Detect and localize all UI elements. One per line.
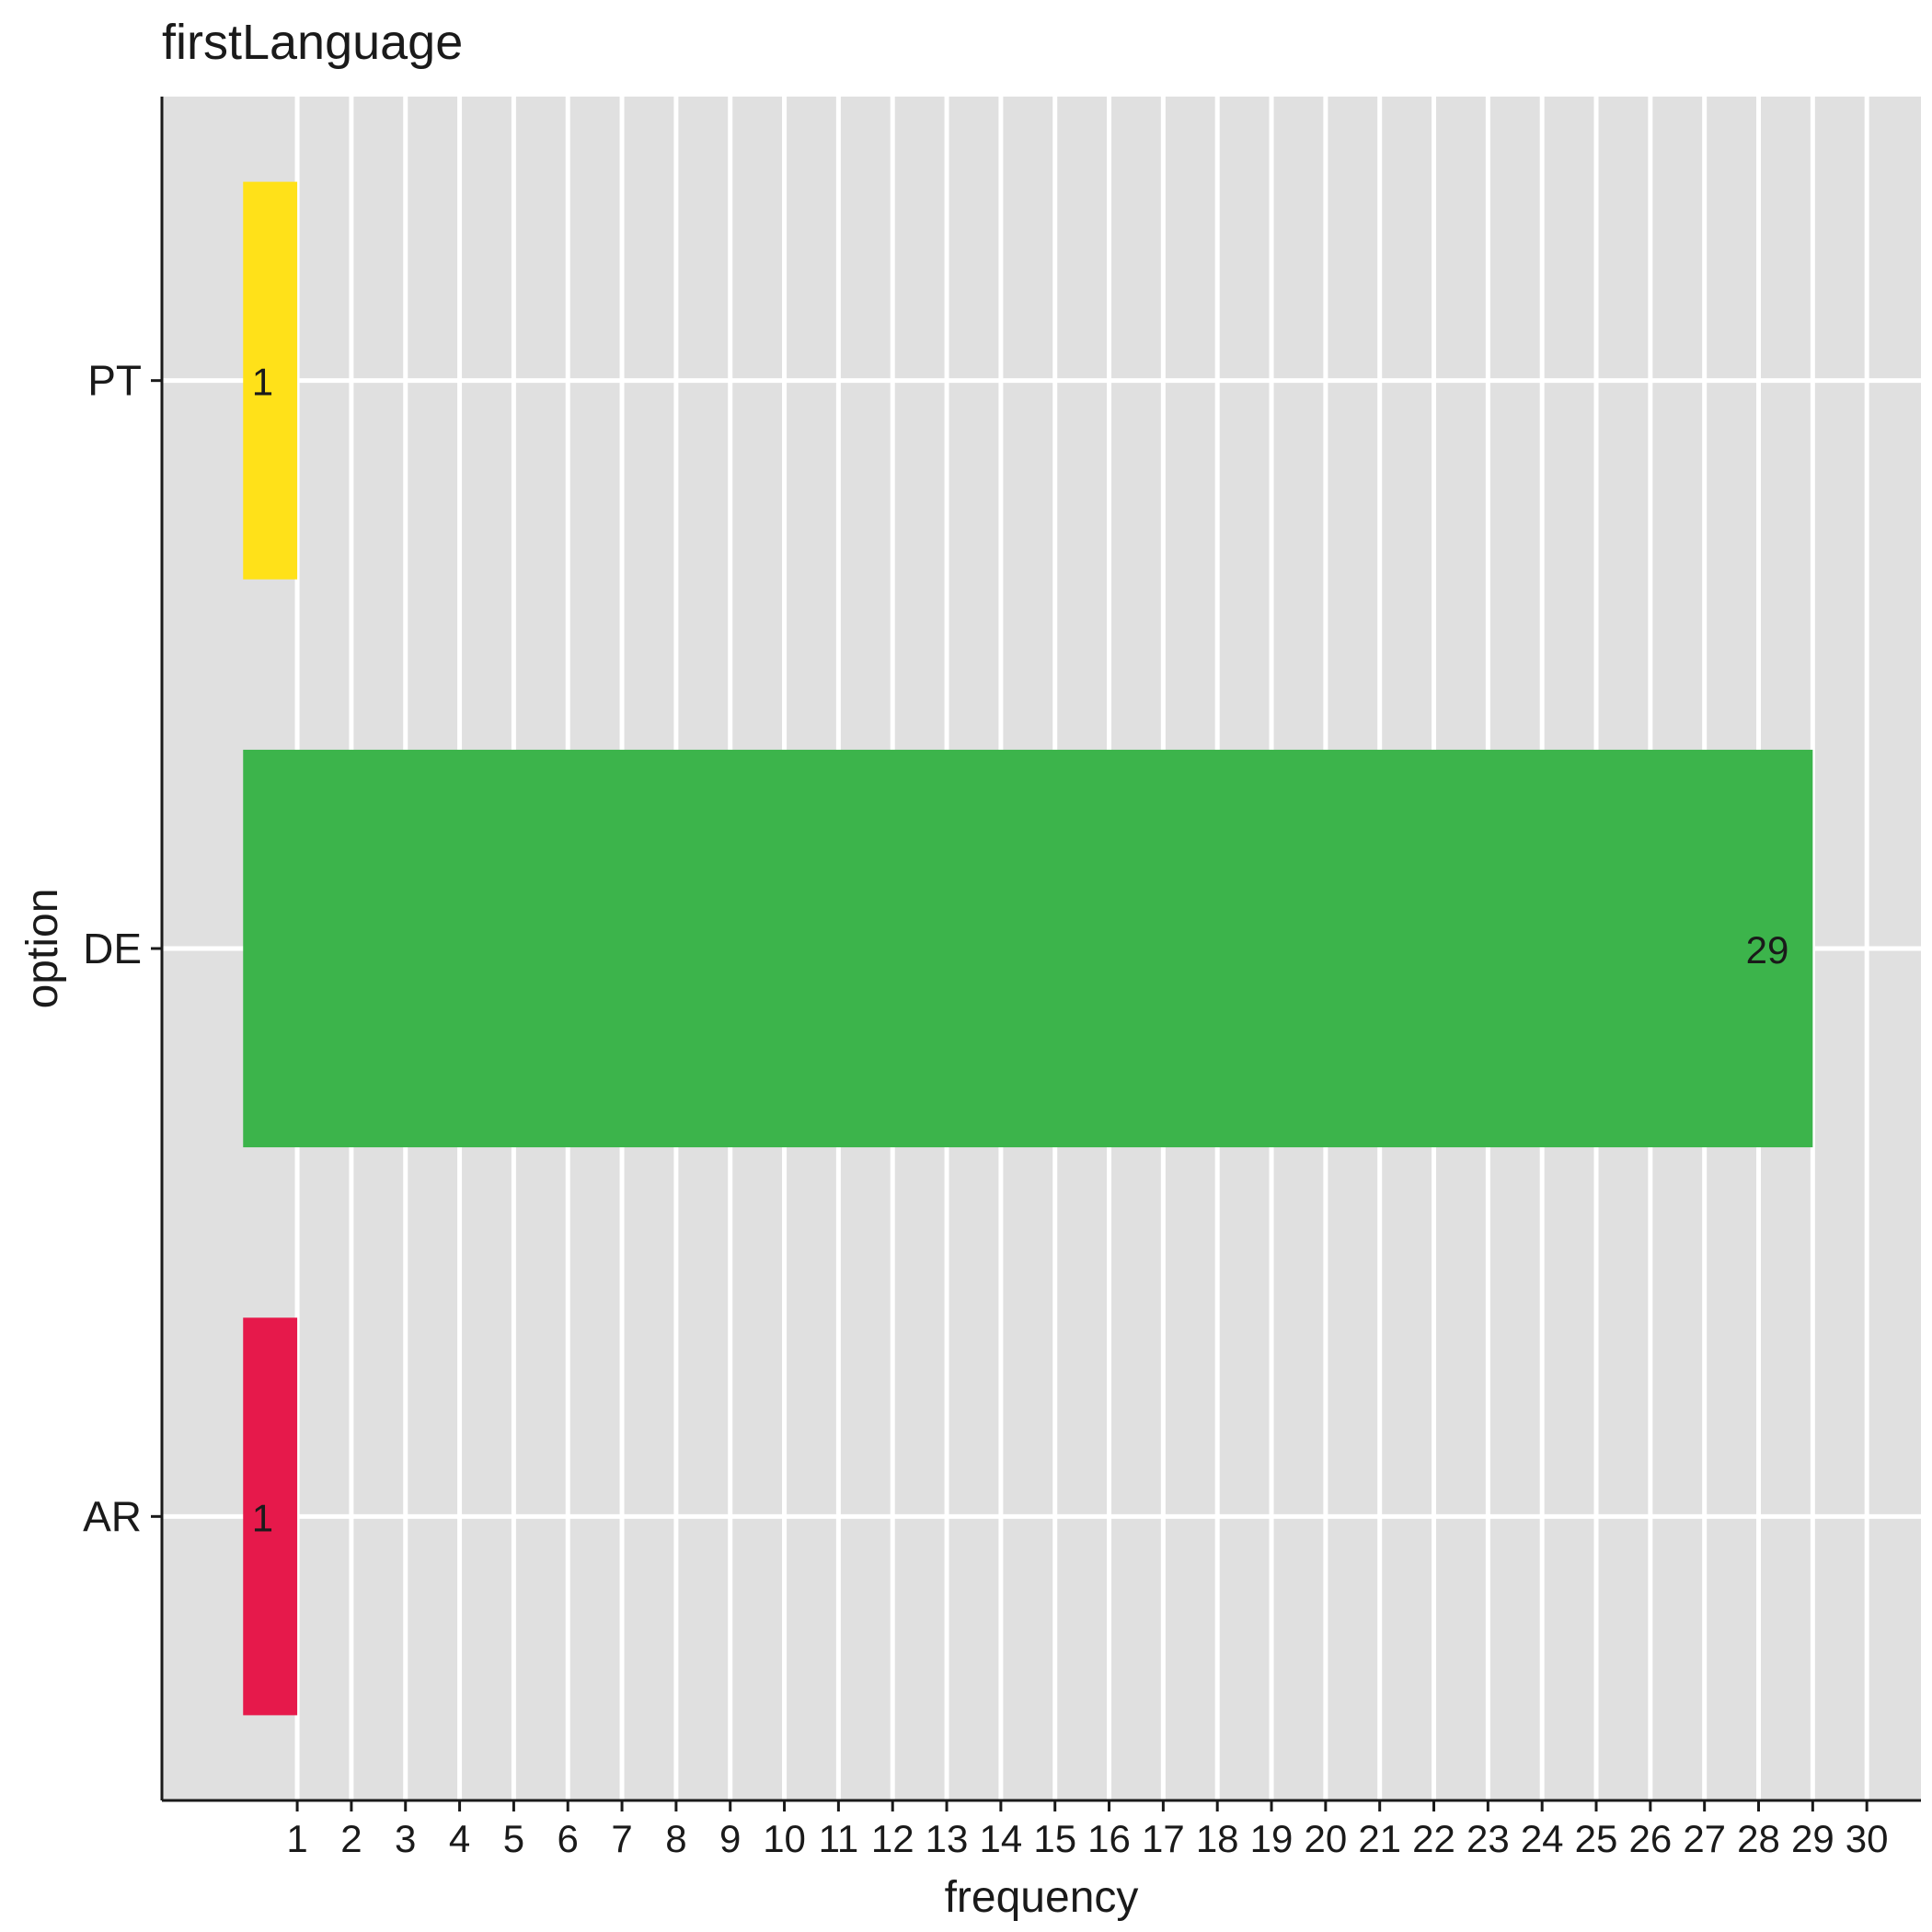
x-tick-label: 30 [1846, 1817, 1889, 1860]
x-tick-label: 9 [719, 1817, 741, 1860]
x-tick-label: 20 [1305, 1817, 1348, 1860]
x-tick-label: 21 [1358, 1817, 1401, 1860]
x-tick-label: 5 [503, 1817, 524, 1860]
data-labels: 1 29 1 [252, 361, 1789, 1540]
x-axis-label: frequency [945, 1873, 1139, 1922]
x-tick-label: 24 [1521, 1817, 1564, 1860]
x-tick-label: 25 [1575, 1817, 1618, 1860]
x-tick-label: 23 [1466, 1817, 1510, 1860]
y-axis-label: option [18, 889, 67, 1009]
x-tick-label: 13 [926, 1817, 969, 1860]
x-tick-label: 4 [449, 1817, 470, 1860]
x-tick-label: 3 [395, 1817, 416, 1860]
x-tick-label: 18 [1196, 1817, 1239, 1860]
x-tick-label: 14 [980, 1817, 1023, 1860]
x-tick-label: 15 [1033, 1817, 1076, 1860]
data-label-pt: 1 [252, 361, 273, 404]
x-tick-label: 8 [665, 1817, 686, 1860]
x-tick-label: 7 [611, 1817, 632, 1860]
y-tick-label-de: DE [83, 925, 142, 972]
chart-title: firstLanguage [162, 15, 463, 70]
bar-pt [243, 181, 298, 580]
x-tick-label: 11 [819, 1817, 859, 1860]
x-tick-label: 28 [1737, 1817, 1780, 1860]
x-tick-label: 29 [1791, 1817, 1834, 1860]
y-tick-label-ar: AR [83, 1492, 142, 1540]
x-tick-label: 1 [286, 1817, 307, 1860]
data-label-de: 29 [1746, 928, 1789, 972]
x-tick-label: 6 [558, 1817, 579, 1860]
bar-de [243, 749, 1813, 1148]
x-tick-label: 12 [871, 1817, 914, 1860]
x-tick-label: 2 [340, 1817, 362, 1860]
x-axis-ticks: 1 2 3 4 5 6 7 8 9 10 11 12 13 14 15 16 17 18 19 20 21 22 23 24 2… [286, 1800, 1889, 1860]
x-tick-label: 26 [1628, 1817, 1672, 1860]
x-tick-label: 10 [763, 1817, 806, 1860]
x-tick-label: 27 [1683, 1817, 1726, 1860]
y-axis-ticks: AR DE PT [83, 357, 162, 1540]
x-tick-label: 19 [1250, 1817, 1294, 1860]
bar-ar [243, 1317, 298, 1716]
x-tick-label: 17 [1142, 1817, 1185, 1860]
x-tick-label: 22 [1412, 1817, 1455, 1860]
bars [243, 181, 1813, 1716]
x-tick-label: 16 [1087, 1817, 1131, 1860]
y-tick-label-pt: PT [87, 357, 142, 405]
data-label-ar: 1 [252, 1496, 273, 1539]
